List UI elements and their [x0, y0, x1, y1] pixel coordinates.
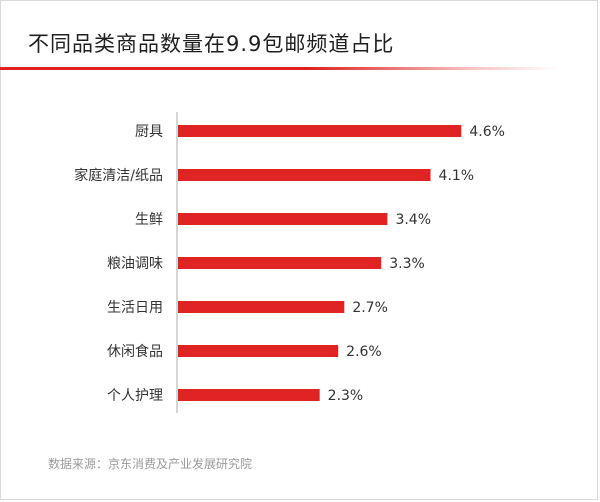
category-label: 家庭清洁/纸品: [74, 167, 163, 184]
bar: [178, 125, 462, 137]
data-source-note: 数据来源：京东消费及产业发展研究院: [48, 457, 253, 471]
value-label: 3.3%: [389, 256, 425, 272]
title-underline: [0, 67, 560, 70]
bar: [178, 389, 320, 401]
category-label: 休闲食品: [107, 343, 163, 360]
bar: [178, 213, 388, 225]
bar: [178, 301, 345, 313]
category-label: 生活日用: [107, 300, 163, 316]
value-label: 4.6%: [469, 124, 505, 140]
chart-title: 不同品类商品数量在9.9包邮频道占比: [28, 32, 395, 56]
bar: [178, 257, 382, 269]
value-label: 3.4%: [395, 212, 431, 228]
category-label: 厨具: [135, 124, 163, 140]
value-label: 2.7%: [352, 300, 388, 316]
bar: [178, 345, 339, 357]
category-label: 生鲜: [135, 212, 163, 228]
bar: [178, 169, 431, 181]
category-label: 粮油调味: [107, 256, 163, 272]
value-label: 4.1%: [439, 168, 475, 184]
value-label: 2.6%: [346, 344, 382, 360]
value-label: 2.3%: [328, 388, 364, 404]
category-label: 个人护理: [107, 388, 163, 404]
